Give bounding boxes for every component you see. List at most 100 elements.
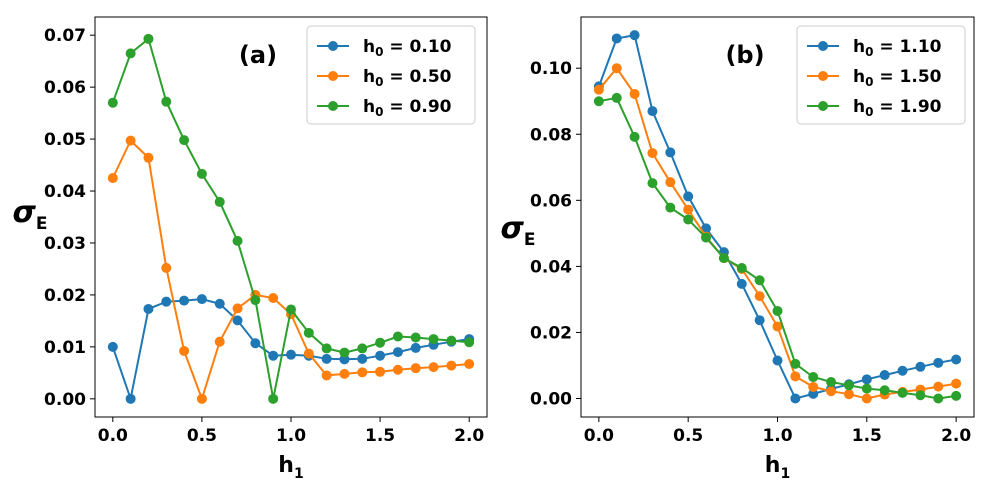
data-point bbox=[736, 278, 747, 289]
data-point bbox=[647, 148, 658, 159]
data-point bbox=[701, 232, 712, 243]
x-tick-label: 1.5 bbox=[365, 426, 395, 446]
data-point bbox=[196, 393, 207, 404]
panel-label: (a) bbox=[239, 41, 277, 69]
y-tick-label: 0.03 bbox=[44, 234, 86, 254]
data-point bbox=[593, 96, 604, 107]
data-point bbox=[268, 293, 279, 304]
data-point bbox=[357, 343, 368, 354]
data-point bbox=[464, 359, 475, 370]
data-point bbox=[629, 131, 640, 142]
data-point bbox=[826, 386, 837, 397]
legend-entry: h0 = 1.50 bbox=[807, 67, 942, 89]
data-point bbox=[879, 385, 890, 396]
data-point bbox=[915, 390, 926, 401]
data-point bbox=[861, 393, 872, 404]
legend-label: h0 = 1.50 bbox=[853, 67, 942, 89]
data-point bbox=[125, 48, 136, 59]
data-point bbox=[303, 327, 314, 338]
x-axis-label: h1 bbox=[278, 453, 303, 482]
legend-label: h0 = 1.10 bbox=[853, 37, 942, 59]
data-point bbox=[629, 30, 640, 41]
data-point bbox=[232, 303, 243, 314]
data-point bbox=[665, 202, 676, 213]
data-point bbox=[392, 347, 403, 358]
data-point bbox=[446, 360, 457, 371]
data-point bbox=[951, 390, 962, 401]
data-point bbox=[214, 298, 225, 309]
legend-entry: h0 = 0.50 bbox=[317, 67, 452, 89]
data-point bbox=[321, 370, 332, 381]
legend-marker bbox=[328, 101, 338, 111]
data-point bbox=[321, 353, 332, 364]
data-point bbox=[321, 343, 332, 354]
data-point bbox=[647, 106, 658, 117]
y-axis-label: σE bbox=[13, 195, 48, 234]
series-a-2 bbox=[107, 135, 475, 404]
data-point bbox=[214, 336, 225, 347]
data-point bbox=[107, 341, 118, 352]
chart-panel-b: 0.0 0.5 1.0 1.5 2.0 0.00 0.02 0.04 0.06 0.08 0.10 h… bbox=[501, 16, 975, 482]
data-point bbox=[392, 364, 403, 375]
data-point bbox=[410, 332, 421, 343]
data-point bbox=[933, 393, 944, 404]
series-a-3 bbox=[107, 33, 475, 404]
data-point bbox=[915, 361, 926, 372]
data-point bbox=[897, 387, 908, 398]
data-point bbox=[196, 168, 207, 179]
data-point bbox=[843, 380, 854, 391]
data-point bbox=[790, 393, 801, 404]
data-point bbox=[357, 353, 368, 364]
legend: h0 = 0.10 h0 = 0.50 h0 = 0.90 bbox=[306, 25, 476, 125]
y-tick-label: 0.01 bbox=[44, 338, 86, 358]
x-tick-label: 0.0 bbox=[98, 426, 128, 446]
legend-entry: h0 = 1.90 bbox=[807, 97, 942, 119]
data-point bbox=[718, 253, 729, 264]
data-point bbox=[772, 305, 783, 316]
data-point bbox=[736, 263, 747, 274]
data-point bbox=[107, 97, 118, 108]
y-tick-label: 0.04 bbox=[44, 182, 86, 202]
data-point bbox=[125, 393, 136, 404]
data-point bbox=[179, 346, 190, 357]
series-b-3 bbox=[593, 92, 962, 404]
data-point bbox=[286, 304, 296, 315]
legend-label: h0 = 0.50 bbox=[363, 67, 452, 89]
data-point bbox=[375, 350, 386, 361]
chart-panel-a: 0.0 0.5 1.0 1.5 2.0 0.00 0.01 0.02 0.03 0.04 0.05 0… bbox=[13, 16, 488, 482]
data-point bbox=[268, 350, 279, 361]
y-tick-label: 0.05 bbox=[44, 130, 86, 150]
x-tick-label: 2.0 bbox=[941, 426, 971, 446]
data-point bbox=[410, 363, 421, 374]
y-tick-label: 0.06 bbox=[530, 191, 572, 211]
data-point bbox=[250, 338, 261, 349]
legend-box bbox=[796, 25, 966, 125]
data-point bbox=[143, 33, 154, 44]
data-point bbox=[790, 371, 801, 382]
data-point bbox=[933, 357, 944, 368]
data-point bbox=[339, 368, 350, 379]
x-tick-label: 1.0 bbox=[276, 426, 306, 446]
panel-label: (b) bbox=[725, 41, 764, 69]
data-point bbox=[647, 178, 658, 189]
data-point bbox=[392, 331, 403, 342]
data-point bbox=[161, 96, 172, 107]
data-point bbox=[179, 135, 190, 146]
legend-label: h0 = 0.10 bbox=[363, 37, 452, 59]
data-point bbox=[611, 33, 622, 44]
legend-label: h0 = 0.90 bbox=[363, 97, 452, 119]
data-point bbox=[790, 358, 801, 369]
data-point bbox=[428, 362, 439, 373]
y-tick-label: 0.02 bbox=[44, 286, 86, 306]
data-point bbox=[808, 372, 819, 383]
data-point bbox=[772, 355, 783, 366]
x-tick-label: 1.5 bbox=[852, 426, 882, 446]
data-point bbox=[843, 389, 854, 400]
data-point bbox=[951, 378, 962, 389]
data-point bbox=[357, 367, 368, 378]
y-tick-label: 0.06 bbox=[44, 78, 86, 98]
data-point bbox=[683, 191, 694, 202]
legend-label: h0 = 1.90 bbox=[853, 97, 942, 119]
data-point bbox=[754, 275, 765, 286]
x-axis-label: h1 bbox=[765, 453, 790, 482]
